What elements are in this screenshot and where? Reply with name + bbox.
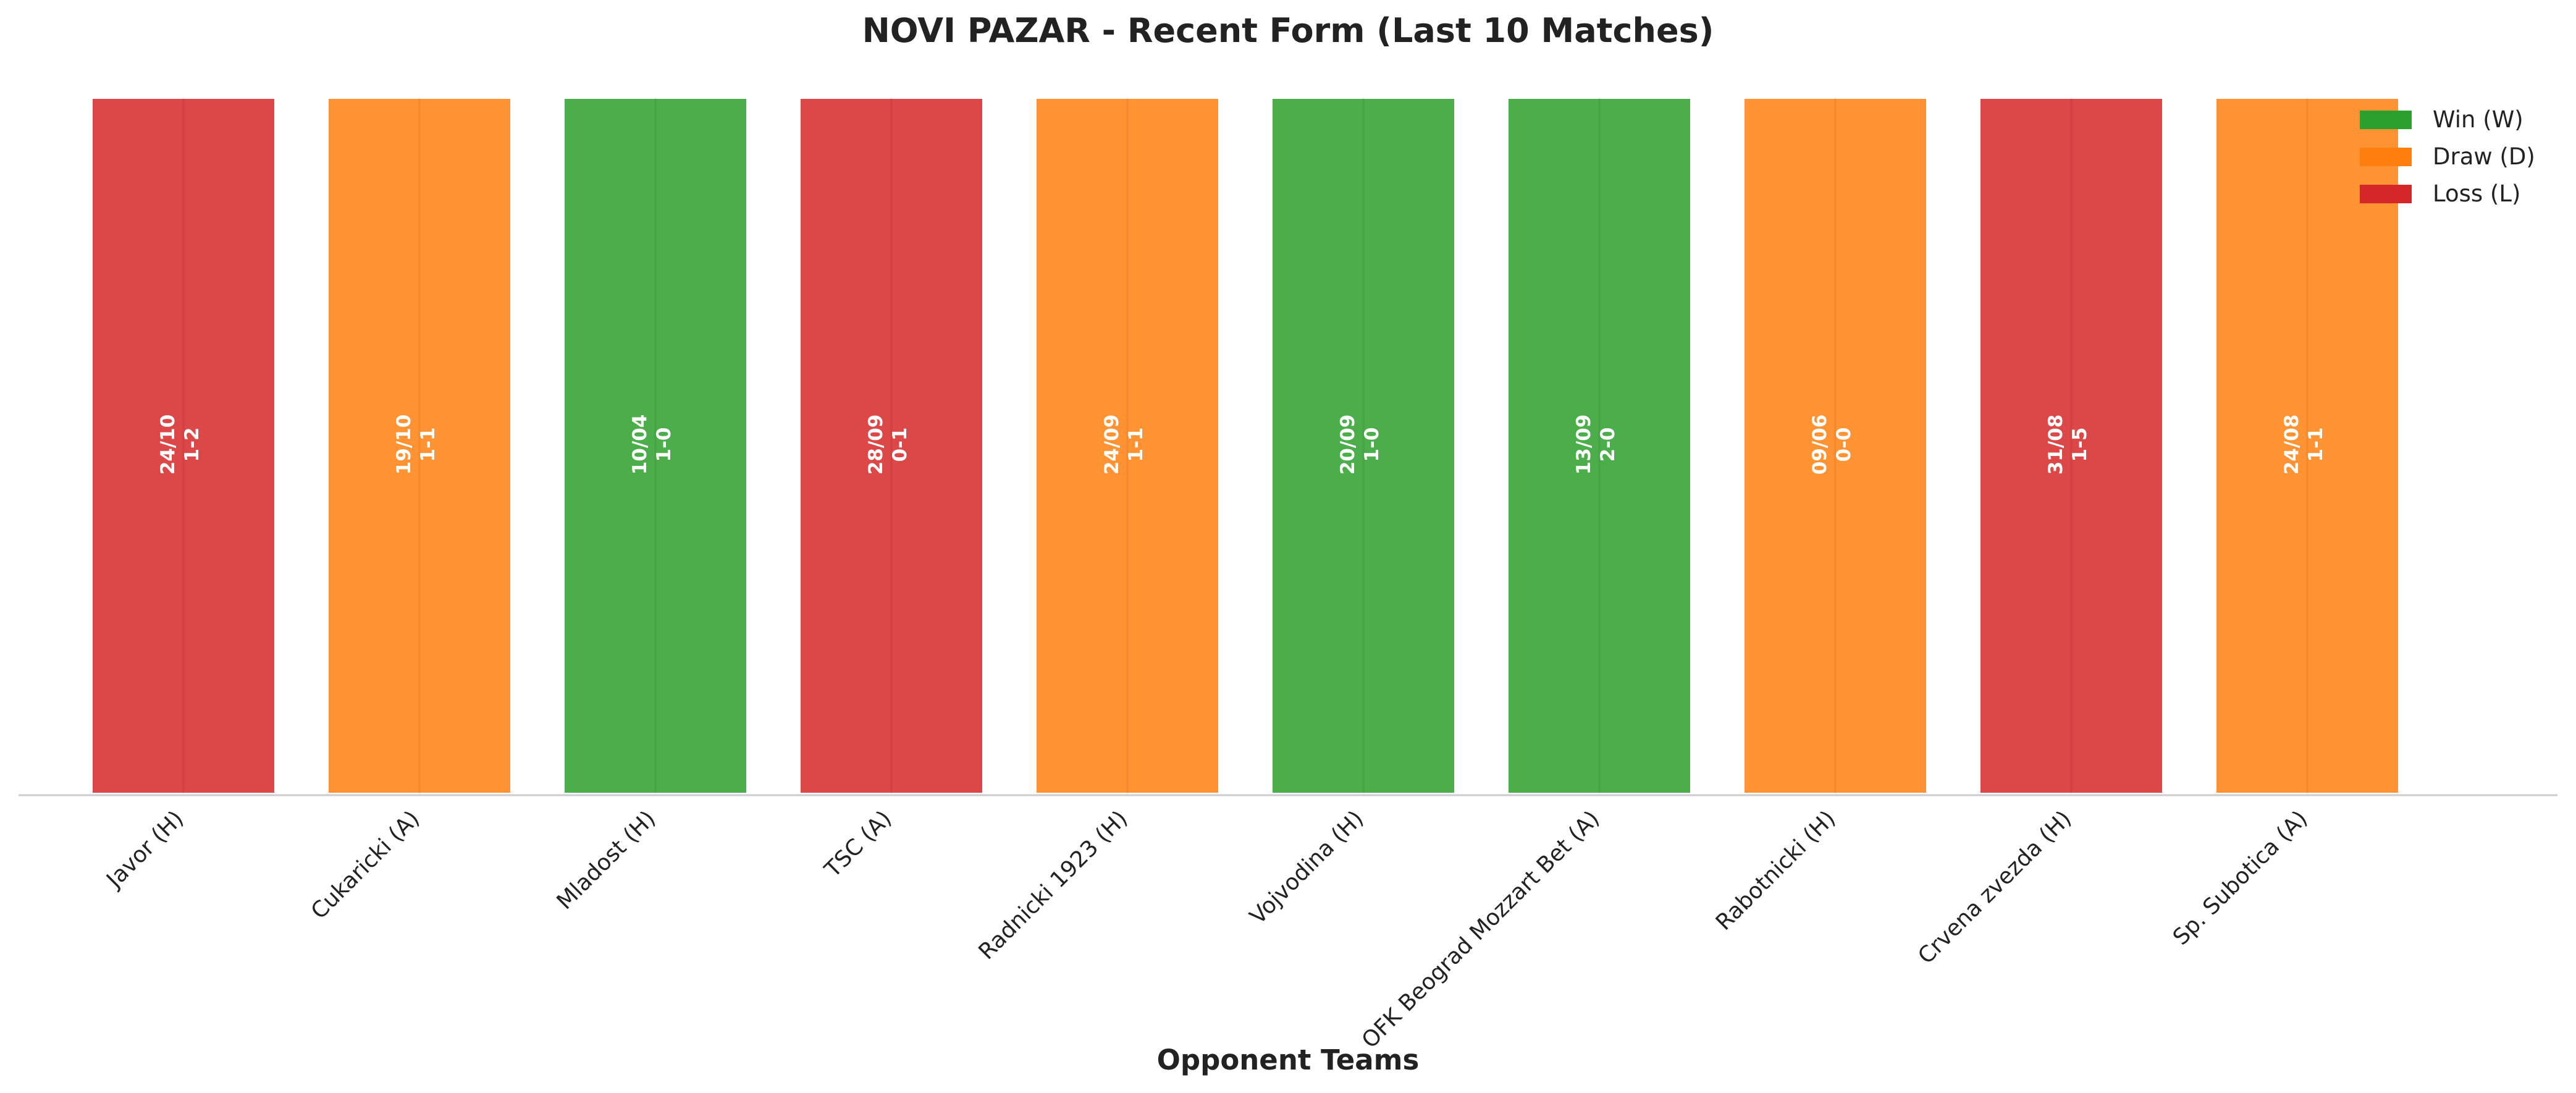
- bar-date-label: 24/10: [157, 415, 179, 475]
- legend-swatch-w: [2360, 111, 2412, 129]
- bar-date-label: 24/08: [2281, 415, 2303, 475]
- bar-4-l: [798, 96, 985, 795]
- bar-score-label: 1-0: [1361, 427, 1383, 462]
- x-tick-label: Crvena zvezda (H): [1913, 806, 2076, 969]
- x-tick-labels: Javor (H) Cukaricki (A) Mladost (H) TSC (A)…: [101, 806, 2313, 1053]
- bar-date-label: 10/04: [629, 415, 651, 475]
- bar-5-d: [1034, 96, 1221, 795]
- bar-score-label: 1-0: [653, 427, 675, 462]
- x-axis-label: Opponent Teams: [1157, 1044, 1420, 1076]
- chart-title: NOVI PAZAR - Recent Form (Last 10 Matche…: [862, 11, 1714, 50]
- bar-date-label: 19/10: [393, 415, 415, 475]
- x-tick-label: Sp. Subotica (A): [2168, 806, 2313, 950]
- bar-score-label: 2-0: [1597, 427, 1619, 462]
- legend-label-l: Loss (L): [2433, 180, 2520, 207]
- bar-score-label: 0-1: [889, 427, 911, 462]
- bar-date-label: 31/08: [2045, 415, 2067, 475]
- x-tick-label: Mladost (H): [552, 806, 661, 914]
- bar-date-label: 13/09: [1573, 415, 1595, 475]
- bars-layer: [90, 96, 2401, 795]
- x-tick-label: Javor (H): [101, 806, 189, 893]
- bar-8-d: [1742, 96, 1929, 795]
- legend-swatch-d: [2360, 148, 2412, 166]
- x-tick-label: Radnicki 1923 (H): [974, 806, 1132, 964]
- bar-score-label: 1-1: [417, 427, 439, 462]
- bar-6-w: [1270, 96, 1457, 795]
- x-tick-label: Rabotnicki (H): [1711, 806, 1841, 935]
- bar-score-label: 1-1: [2305, 427, 2327, 462]
- bar-3-w: [562, 96, 749, 795]
- legend-swatch-l: [2360, 185, 2412, 203]
- bar-score-label: 1-1: [1125, 427, 1147, 462]
- bar-7-w: [1506, 96, 1693, 795]
- legend-label-d: Draw (D): [2433, 143, 2535, 170]
- x-tick-label: OFK Beograd Mozzart Bet (A): [1357, 806, 1605, 1053]
- bar-9-l: [1978, 96, 2165, 795]
- x-tick-label: Vojvodina (H): [1245, 806, 1369, 929]
- bar-date-label: 24/09: [1101, 415, 1123, 475]
- legend-label-w: Win (W): [2433, 106, 2523, 133]
- legend: Win (W) Draw (D) Loss (L): [2360, 106, 2535, 207]
- bar-date-label: 09/06: [1809, 415, 1831, 475]
- bar-1-l: [90, 96, 277, 795]
- bar-date-label: 20/09: [1337, 415, 1359, 475]
- x-tick-label: TSC (A): [820, 806, 897, 883]
- bar-2-d: [326, 96, 513, 795]
- bar-score-label: 1-5: [2069, 427, 2091, 462]
- bar-score-label: 1-2: [181, 427, 203, 462]
- bar-labels-layer: 24/10 1-2 19/10 1-1 10/04 1-0 28/09 0-1 24/09 1-1…: [157, 415, 2327, 475]
- x-tick-label: Cukaricki (A): [306, 806, 425, 924]
- bar-date-label: 28/09: [865, 415, 887, 475]
- bar-10-d: [2214, 96, 2401, 795]
- bar-score-label: 0-0: [1833, 427, 1855, 462]
